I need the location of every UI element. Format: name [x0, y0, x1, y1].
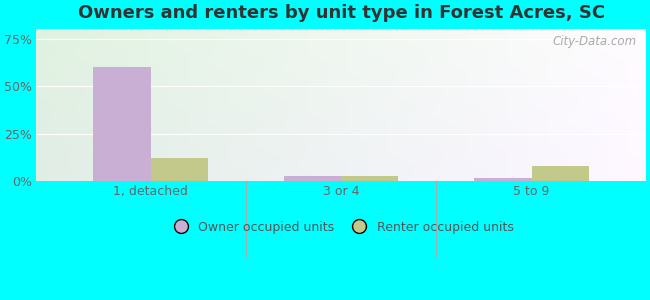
Bar [94, 67, 151, 181]
Bar [474, 178, 532, 181]
Legend: Owner occupied units, Renter occupied units: Owner occupied units, Renter occupied un… [163, 216, 519, 238]
Bar [151, 158, 208, 181]
Text: City-Data.com: City-Data.com [552, 35, 637, 48]
Bar [284, 176, 341, 181]
Bar [532, 166, 589, 181]
Title: Owners and renters by unit type in Forest Acres, SC: Owners and renters by unit type in Fores… [77, 4, 605, 22]
Bar [341, 176, 398, 181]
